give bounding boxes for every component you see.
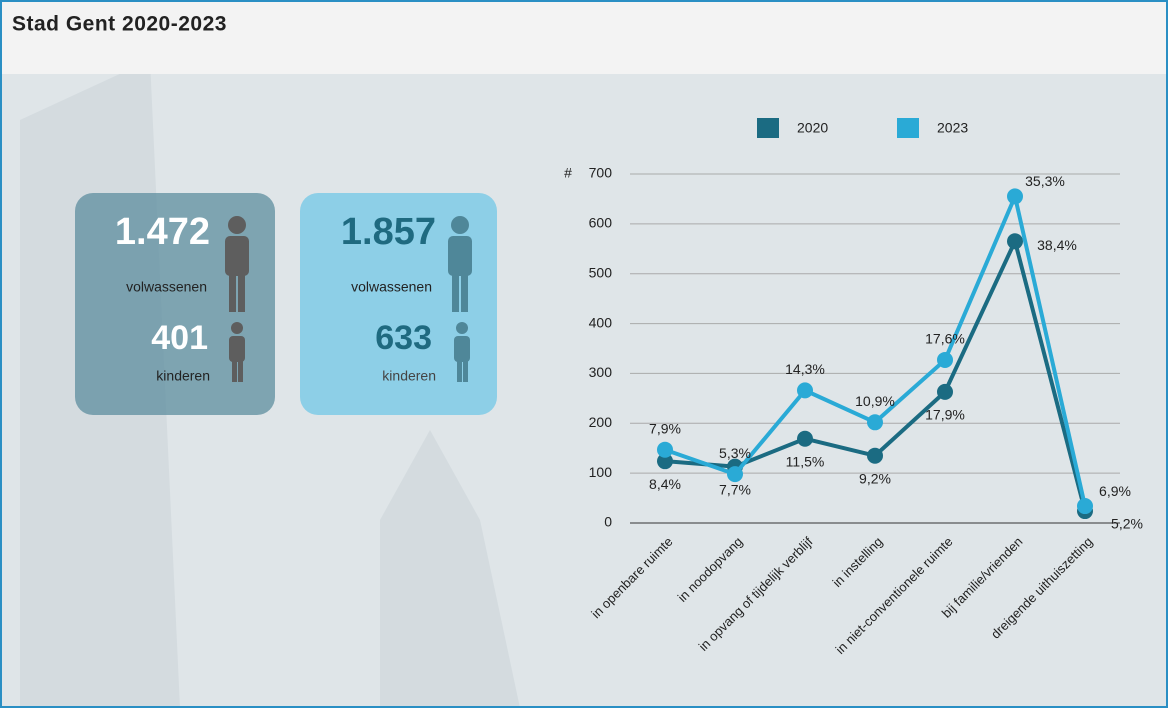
share-label: 17,6% [925,331,965,347]
adults-label: volwassenen [126,279,207,295]
children-count: 401 [151,319,208,357]
y-tick-label: 700 [589,165,613,181]
y-axis-label: # [564,165,572,181]
title: Stad Gent 2020-2023 [12,13,227,36]
y-tick-label: 300 [589,364,613,380]
children-count: 633 [375,319,432,357]
data-point [657,453,673,470]
share-label: 17,9% [925,407,965,423]
y-tick-label: 500 [589,264,613,280]
person-icons [225,216,249,382]
legend-label: 2020 [797,120,828,136]
data-point [657,441,673,458]
legend-label: 2023 [937,120,968,136]
children-label: kinderen [156,368,210,384]
y-tick-label: 0 [604,514,612,530]
share-label: 9,2% [859,470,891,486]
legend-swatch [897,118,919,138]
y-tick-label: 600 [589,215,613,231]
share-label: 14,3% [785,361,825,377]
share-label: 11,5% [786,453,825,469]
person-icons [448,216,472,382]
y-tick-label: 400 [589,314,613,330]
data-point [1007,188,1023,205]
data-point [797,430,813,447]
share-label: 7,9% [649,420,681,436]
share-label: 38,4% [1037,237,1077,253]
children-label: kinderen [382,368,436,384]
data-point [937,351,953,368]
data-point [797,382,813,399]
adults-count: 1.857 [341,211,436,253]
data-point [867,447,883,464]
data-point [937,383,953,400]
data-point [867,414,883,431]
share-label: 35,3% [1025,173,1065,189]
adults-label: volwassenen [351,279,432,295]
adults-count: 1.472 [115,211,210,253]
share-label: 10,9% [855,393,895,409]
share-label: 6,9% [1099,483,1131,499]
y-tick-label: 200 [589,414,613,430]
share-label: 5,2% [1111,516,1143,532]
y-tick-label: 100 [589,464,613,480]
header-bar [0,0,1168,74]
data-point [1077,498,1093,515]
card-2023 [300,193,497,415]
share-label: 7,7% [719,481,751,497]
share-label: 5,3% [719,445,751,461]
share-label: 8,4% [649,476,681,492]
data-point [1007,233,1023,250]
legend-swatch [757,118,779,138]
data-point [727,466,743,483]
